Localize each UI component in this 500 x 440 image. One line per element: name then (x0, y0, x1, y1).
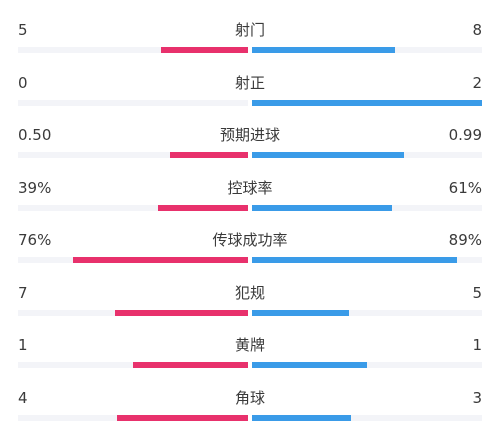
home-bar (158, 205, 248, 211)
stat-label: 预期进球 (219, 126, 280, 144)
stat-label: 角球 (234, 389, 265, 407)
home-value: 0 (18, 74, 28, 92)
stat-label: 传球成功率 (212, 231, 288, 249)
home-value: 1 (18, 336, 28, 354)
away-bar (252, 205, 392, 211)
stat-row-possession: 39% 控球率 61% (0, 178, 500, 230)
home-bar-track (18, 47, 248, 53)
home-bar-track (18, 152, 248, 158)
stat-row-expected-goals: 0.50 预期进球 0.99 (0, 125, 500, 177)
away-bar (252, 415, 351, 421)
home-bar (170, 152, 248, 158)
stat-row-shots: 5 射门 8 (0, 20, 500, 72)
away-bar (252, 257, 457, 263)
stat-row-pass-accuracy: 76% 传球成功率 89% (0, 230, 500, 282)
home-value: 39% (18, 179, 52, 197)
away-bar (252, 47, 395, 53)
away-value: 0.99 (448, 126, 482, 144)
away-value: 8 (472, 21, 482, 39)
home-value: 7 (18, 284, 28, 302)
away-bar-track (252, 362, 482, 368)
stat-row-fouls: 7 犯规 5 (0, 283, 500, 335)
stat-row-corners: 4 角球 3 (0, 388, 500, 440)
away-bar-track (252, 310, 482, 316)
away-value: 61% (448, 179, 482, 197)
away-value: 3 (472, 389, 482, 407)
stat-label: 射正 (234, 74, 265, 92)
home-value: 76% (18, 231, 52, 249)
home-value: 4 (18, 389, 28, 407)
stat-label: 犯规 (234, 284, 265, 302)
stat-row-shots-on-target: 0 射正 2 (0, 73, 500, 125)
home-bar-track (18, 205, 248, 211)
away-value: 89% (448, 231, 482, 249)
home-bar (133, 362, 248, 368)
away-bar (252, 310, 349, 316)
stat-row-yellow-cards: 1 黄牌 1 (0, 335, 500, 387)
home-bar (115, 310, 248, 316)
stat-label: 黄牌 (234, 336, 265, 354)
stat-label: 射门 (234, 21, 265, 39)
away-bar (252, 152, 404, 158)
home-bar (161, 47, 248, 53)
away-value: 1 (472, 336, 482, 354)
away-bar-track (252, 415, 482, 421)
away-bar (252, 100, 482, 106)
home-bar-track (18, 100, 248, 106)
away-value: 5 (472, 284, 482, 302)
stat-label: 控球率 (227, 179, 273, 197)
home-value: 0.50 (18, 126, 52, 144)
home-bar (73, 257, 248, 263)
away-bar (252, 362, 367, 368)
home-value: 5 (18, 21, 28, 39)
home-bar (117, 415, 248, 421)
away-value: 2 (472, 74, 482, 92)
